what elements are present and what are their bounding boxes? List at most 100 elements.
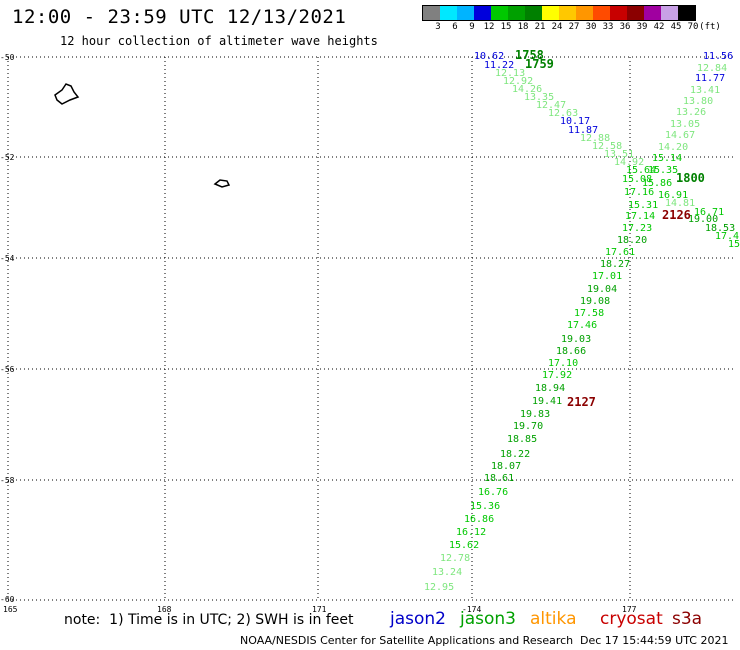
- wave-height-value: 15.35: [648, 165, 678, 176]
- wave-height-value: 19.04: [587, 284, 617, 295]
- lon-label: 165: [3, 605, 18, 614]
- wave-height-value: 12.88: [580, 133, 610, 144]
- wave-height-value: 12.63: [548, 108, 578, 119]
- wave-height-value: 16.71: [694, 207, 724, 218]
- credit-line: NOAA/NESDIS Center for Satellite Applica…: [240, 634, 574, 647]
- scale-swatch: [644, 6, 661, 20]
- wave-height-value: 12.84: [697, 63, 727, 74]
- wave-height-value: 15.31: [628, 200, 658, 211]
- wave-height-value: 17.16: [624, 187, 654, 198]
- scale-label: 27: [568, 22, 580, 32]
- wave-height-value: 16.12: [456, 527, 486, 538]
- scale-swatch: [627, 6, 644, 20]
- scale-label: 9: [469, 22, 475, 32]
- wave-height-value: 13.24: [432, 567, 462, 578]
- lon-label: 168: [157, 605, 172, 614]
- page-title: 12:00 - 23:59 UTC 12/13/2021: [12, 6, 347, 28]
- wave-height-value: 19.03: [561, 334, 591, 345]
- wave-height-value: 15.08: [622, 174, 652, 185]
- wave-height-value: 14.92: [614, 157, 644, 168]
- wave-height-value: 18.07: [491, 461, 521, 472]
- scale-label: 42: [653, 22, 665, 32]
- wave-height-value: 18.53: [705, 223, 735, 234]
- wave-height-value: 18.94: [535, 383, 565, 394]
- pass-time-label: 1800: [676, 171, 705, 185]
- wave-height-value: 13.41: [690, 85, 720, 96]
- wave-height-value: 13.26: [676, 107, 706, 118]
- wave-height-value: 15.86: [642, 178, 672, 189]
- scale-swatch: [457, 6, 474, 20]
- wave-height-value: 14.20: [658, 142, 688, 153]
- wave-height-value: 17.23: [622, 223, 652, 234]
- wave-height-value: 10.17: [560, 116, 590, 127]
- wave-height-value: 17.4: [715, 231, 739, 242]
- lat-label: -58: [0, 476, 15, 485]
- wave-height-value: 17.58: [574, 308, 604, 319]
- generated-timestamp: Dec 17 15:44:59 UTC 2021: [580, 634, 729, 647]
- wave-height-value: 13.80: [683, 96, 713, 107]
- wave-height-color-scale: [422, 5, 696, 21]
- wave-height-value: 17.61: [605, 247, 635, 258]
- wave-height-value: 12.78: [440, 553, 470, 564]
- wave-height-value: 17.10: [548, 358, 578, 369]
- wave-height-value: 18.61: [484, 473, 514, 484]
- wave-height-value: 10.62: [474, 51, 504, 62]
- wave-height-value: 12.47: [536, 100, 566, 111]
- wave-height-value: 19.41: [532, 396, 562, 407]
- page-subtitle: 12 hour collection of altimeter wave hei…: [60, 34, 378, 48]
- mission-s3a: s3a: [672, 609, 703, 629]
- wave-height-value: 15.64: [626, 165, 656, 176]
- scale-swatch: [508, 6, 525, 20]
- wave-height-value: 15.62: [449, 540, 479, 551]
- scale-swatch: [440, 6, 457, 20]
- mission-jason2: jason2: [390, 609, 446, 629]
- scale-swatch: [491, 6, 508, 20]
- wave-height-value: 19.08: [580, 296, 610, 307]
- wave-height-value: 19.83: [520, 409, 550, 420]
- wave-height-value: 15: [728, 239, 740, 250]
- lat-label: -50: [0, 53, 15, 62]
- wave-height-value: 14.67: [665, 130, 695, 141]
- island-outline: [213, 179, 231, 188]
- scale-label: 45: [670, 22, 682, 32]
- wave-height-value: 12.92: [503, 76, 533, 87]
- scale-swatch: [610, 6, 627, 20]
- scale-swatch: [542, 6, 559, 20]
- scale-swatch: [525, 6, 542, 20]
- lat-label: -56: [0, 365, 15, 374]
- wave-height-value: 14.26: [512, 84, 542, 95]
- scale-label: 70: [687, 22, 699, 32]
- mission-jason3: jason3: [460, 609, 516, 629]
- scale-label: 30: [585, 22, 597, 32]
- scale-unit: (ft): [699, 22, 721, 32]
- wave-height-value: 17.92: [542, 370, 572, 381]
- lon-label: 177: [622, 605, 637, 614]
- wave-height-value: 13.35: [524, 92, 554, 103]
- lat-label: -54: [0, 254, 15, 263]
- scale-swatch: [661, 6, 678, 20]
- scale-label: 3: [435, 22, 441, 32]
- scale-swatch: [474, 6, 491, 20]
- footer-note: note: 1) Time is in UTC; 2) SWH is in fe…: [64, 612, 354, 628]
- scale-label: 24: [551, 22, 563, 32]
- lat-label: -52: [0, 153, 15, 162]
- wave-height-value: 17.46: [567, 320, 597, 331]
- scale-swatch: [423, 6, 440, 20]
- island-outline: [54, 83, 80, 105]
- scale-label: 15: [500, 22, 512, 32]
- wave-height-value: 17.01: [592, 271, 622, 282]
- wave-height-value: 12.58: [592, 141, 622, 152]
- lat-label: -60: [0, 595, 15, 604]
- wave-height-value: 18.22: [500, 449, 530, 460]
- wave-height-value: 11.87: [568, 125, 598, 136]
- pass-time-label: 2126: [662, 208, 691, 222]
- wave-height-value: 12.95: [424, 582, 454, 593]
- wave-height-value: 15.36: [470, 501, 500, 512]
- wave-height-value: 19.00: [688, 214, 718, 225]
- wave-height-value: 18.27: [600, 259, 630, 270]
- wave-height-value: 15.14: [652, 153, 682, 164]
- scale-label: 12: [483, 22, 495, 32]
- scale-swatch: [678, 6, 695, 20]
- wave-height-value: 13.05: [670, 119, 700, 130]
- wave-height-value: 11.22: [484, 60, 514, 71]
